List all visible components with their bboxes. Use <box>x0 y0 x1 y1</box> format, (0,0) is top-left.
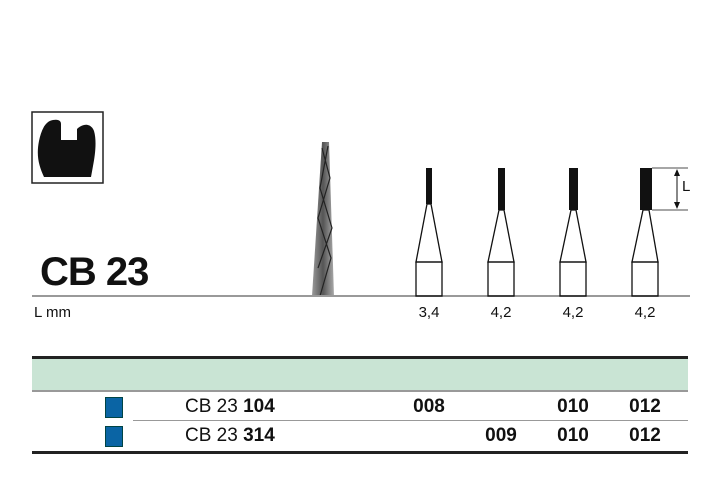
size-cell: 008 <box>413 396 445 417</box>
product-title: CB 23 <box>40 250 149 294</box>
dimension-label: L <box>682 178 691 195</box>
length-value: 4,2 <box>634 304 656 321</box>
size-cell: 010 <box>557 396 589 417</box>
bur-schematic-2 <box>487 168 515 297</box>
table-header-band <box>32 359 688 390</box>
product-code: CB 23 314 <box>185 425 275 447</box>
code-prefix: CB 23 <box>185 425 238 446</box>
length-value: 3,4 <box>418 304 440 321</box>
marker-square-icon <box>105 426 123 447</box>
table-bottom-rule <box>32 451 688 454</box>
size-cell: 009 <box>485 425 517 446</box>
length-dimension-arrow <box>652 167 688 211</box>
bur-photo <box>312 142 334 297</box>
tooth-cavity-icon <box>31 111 104 184</box>
bur-schematic-4 <box>631 168 659 297</box>
product-code: CB 23 104 <box>185 396 275 418</box>
code-prefix: CB 23 <box>185 396 238 417</box>
length-value: 4,2 <box>562 304 584 321</box>
baseline-divider <box>32 295 690 297</box>
size-cell: 012 <box>629 425 661 446</box>
bur-schematic-3 <box>559 168 587 297</box>
table-top-rule <box>32 356 688 359</box>
bur-schematic-1 <box>415 168 443 297</box>
table-header-rule <box>32 390 688 392</box>
size-cell: 010 <box>557 425 589 446</box>
length-value: 4,2 <box>490 304 512 321</box>
length-label: L mm <box>34 304 71 321</box>
bur-schematics <box>415 167 688 297</box>
marker-square-icon <box>105 397 123 418</box>
row-divider <box>133 420 688 421</box>
size-cell: 012 <box>629 396 661 417</box>
code-number: 104 <box>243 396 275 417</box>
code-number: 314 <box>243 425 275 446</box>
